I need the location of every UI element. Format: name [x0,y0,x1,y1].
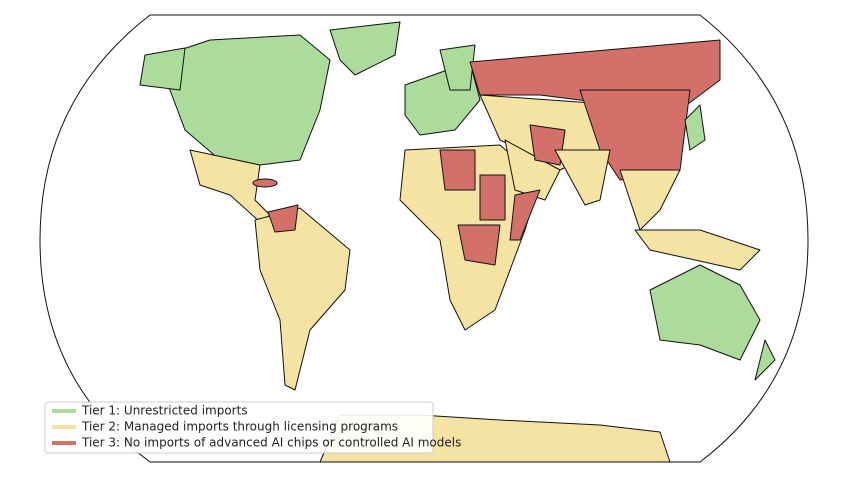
iran [529,124,566,166]
southeast-asia [619,169,681,231]
libya [439,149,476,191]
cuba [252,178,278,188]
countries [139,21,776,463]
japan [684,104,706,151]
legend: Tier 1: Unrestricted imports Tier 2: Mana… [44,401,461,454]
alaska [139,47,186,91]
north-america [149,34,331,166]
venezuela [267,204,299,233]
legend-label: Tier 3: No imports of advanced AI chips … [81,436,461,450]
south-america [254,207,351,391]
indonesia [634,229,761,271]
legend-label: Tier 2: Managed imports through licensin… [81,420,398,434]
somalia [509,189,541,241]
legend-label: Tier 1: Unrestricted imports [81,404,248,418]
greenland [329,21,401,76]
india [554,149,611,206]
legend-box [44,401,434,454]
australia [649,264,761,361]
congo [457,224,501,266]
new-zealand [754,339,776,381]
sudan [479,174,506,221]
scandinavia [439,44,476,91]
